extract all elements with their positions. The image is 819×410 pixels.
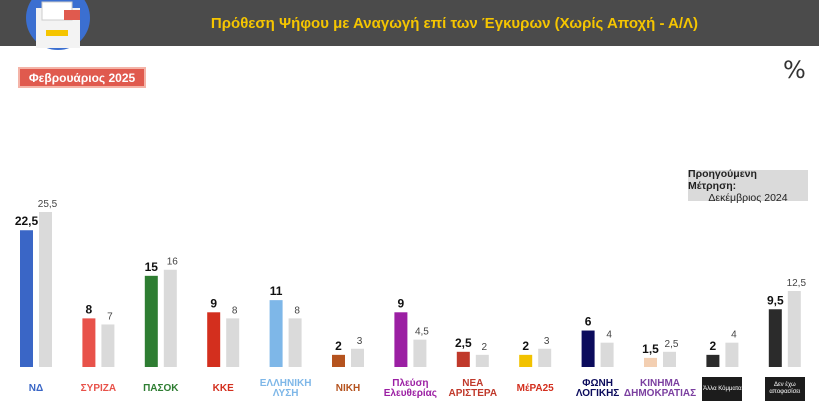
bar-previous-3: [226, 318, 240, 367]
bar-previous-11: [725, 342, 739, 367]
data-label-current-11: 2: [710, 339, 717, 353]
party-logo-9: ΦΩΝΗ ΛΟΓΙΚΗΣ: [575, 378, 620, 399]
party-logo-1: ΣΥΡΙΖΑ: [80, 383, 117, 394]
bar-current-9: [581, 330, 595, 367]
data-label-previous-1: 7: [107, 311, 113, 322]
data-label-current-7: 2,5: [455, 336, 472, 350]
bar-previous-1: [101, 324, 115, 367]
previous-measurement-legend: Προηγούμενη Μέτρηση: Δεκέμβριος 2024: [688, 167, 808, 204]
bar-previous-2: [163, 269, 177, 367]
bar-previous-7: [475, 354, 489, 367]
party-logo-4: ΕΛΛΗΝΙΚΗ ΛΥΣΗ: [259, 378, 312, 399]
bar-current-6: [394, 312, 408, 367]
data-label-previous-9: 4: [606, 330, 612, 341]
bar-previous-10: [663, 351, 676, 367]
data-label-previous-7: 2: [482, 342, 488, 353]
party-logo-6: Πλεύση Ελευθερίας: [383, 378, 438, 399]
previous-measurement-label: Προηγούμενη Μέτρηση:: [688, 167, 757, 192]
bar-current-4: [269, 300, 283, 367]
data-label-previous-4: 8: [294, 305, 300, 316]
data-label-previous-2: 16: [167, 257, 179, 268]
bar-previous-4: [288, 318, 302, 367]
bar-current-12: [768, 309, 782, 367]
party-logo-10: ΚΙΝΗΜΑ ΔΗΜΟΚΡΑΤΙΑΣ: [623, 378, 697, 399]
bar-previous-8: [538, 348, 552, 367]
data-label-previous-5: 3: [357, 336, 363, 347]
current-period-badge: Φεβρουάριος 2025: [18, 67, 146, 88]
party-logo-8: ΜέΡΑ25: [516, 383, 554, 394]
bar-previous-5: [351, 348, 364, 367]
party-logo-12: Δεν έχω αποφασίσει: [764, 377, 805, 401]
bar-previous-6: [413, 339, 427, 367]
page-title: Πρόθεση Ψήφου με Αναγωγή επί των Έγκυρων…: [210, 14, 699, 32]
bar-current-5: [332, 354, 345, 367]
bar-current-8: [519, 354, 533, 367]
bar-current-2: [144, 275, 158, 367]
data-label-current-8: 2: [522, 339, 529, 353]
data-label-current-0: 22,5: [15, 214, 39, 228]
data-label-current-1: 8: [86, 302, 93, 316]
bar-current-11: [706, 354, 720, 367]
data-label-current-6: 9: [398, 296, 405, 310]
bar-previous-0: [39, 212, 52, 367]
party-logo-7: ΝΕΑ ΑΡΙΣΤΕΡΑ: [448, 378, 498, 399]
data-label-current-4: 11: [270, 284, 283, 298]
data-label-current-3: 9: [210, 296, 217, 310]
data-label-previous-12: 12,5: [787, 278, 807, 289]
party-logo-0: ΝΔ: [28, 383, 44, 394]
data-label-current-5: 2: [335, 339, 342, 353]
data-label-previous-0: 25,5: [38, 199, 58, 210]
bar-current-7: [456, 351, 470, 367]
party-logo-11: Άλλα Κόμματα: [702, 377, 743, 401]
data-label-current-9: 6: [585, 315, 592, 329]
header-bar: [0, 0, 819, 46]
data-label-current-10: 1,5: [642, 342, 659, 356]
bar-current-10: [644, 357, 657, 367]
ballot-box-icon: [26, 0, 90, 50]
bar-previous-12: [787, 291, 801, 367]
bar-previous-9: [600, 342, 614, 367]
bar-current-3: [207, 312, 221, 367]
party-logo-2: ΠΑΣΟΚ: [143, 383, 179, 394]
data-label-current-2: 15: [145, 260, 159, 274]
data-label-previous-11: 4: [731, 330, 737, 341]
party-logo-3: ΚΚΕ: [212, 383, 234, 394]
data-label-previous-3: 8: [232, 305, 238, 316]
bar-current-0: [20, 230, 33, 367]
data-label-previous-10: 2,5: [665, 339, 679, 350]
bar-current-1: [82, 318, 96, 367]
data-label-current-12: 9,5: [767, 293, 784, 307]
data-label-previous-6: 4,5: [415, 327, 429, 338]
previous-measurement-date: Δεκέμβριος 2024: [708, 191, 788, 204]
data-label-previous-8: 3: [544, 336, 550, 347]
party-logo-5: ΝΙΚΗ: [335, 383, 361, 394]
percent-unit: %: [783, 56, 806, 84]
